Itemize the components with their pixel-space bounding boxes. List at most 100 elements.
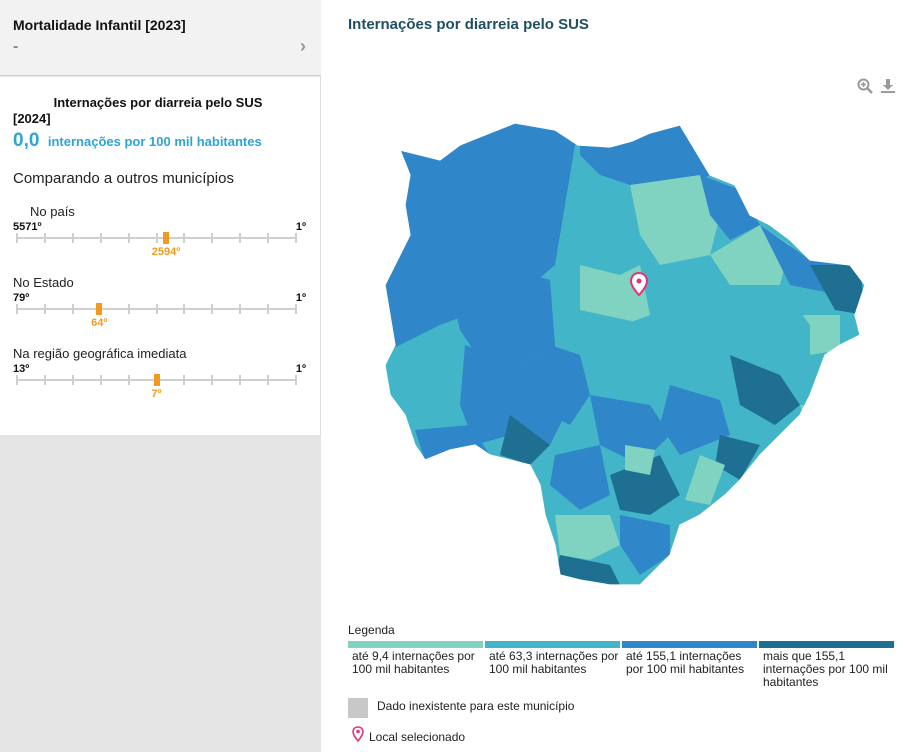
ranking-tick (71, 233, 74, 243)
ranking-tick (43, 304, 46, 314)
selected-location-label: Local selecionado (369, 730, 466, 744)
map-municipality (810, 265, 865, 315)
ranking-label: No país (30, 204, 75, 219)
ranking-tick (99, 233, 102, 243)
indicator-value-unit: internações por 100 mil habitantes (47, 134, 262, 149)
legend-bin: até 9,4 internações por 100 mil habitant… (348, 641, 483, 676)
zoom-in-icon[interactable] (857, 78, 873, 97)
ranking-tick (239, 304, 242, 314)
legend-bin-label: mais que 155,1 internações por 100 mil h… (763, 649, 888, 689)
indicator-value-number: 0,0 (13, 130, 40, 151)
ranking-max: 5571º (13, 221, 42, 233)
legend-bin-label: até 155,1 internações por 100 mil habita… (626, 649, 745, 676)
ranking-tick (43, 233, 46, 243)
ranking-tick (183, 304, 186, 314)
map-municipality (550, 345, 590, 425)
legend-bin-color (348, 641, 483, 648)
map-municipality (660, 385, 730, 455)
ranking-tick (211, 304, 214, 314)
map-municipality (500, 415, 550, 465)
ranking-tick (43, 375, 46, 385)
ranking-marker (96, 303, 103, 315)
map-municipality (590, 395, 670, 465)
map-municipality (710, 285, 810, 395)
map-municipality (460, 345, 565, 445)
map-municipality (730, 355, 800, 425)
map-municipality (555, 515, 620, 560)
ranking-tick (71, 304, 74, 314)
ranking-tick (295, 233, 297, 243)
ranking-min: 1º (295, 292, 306, 304)
ranking-tick (267, 233, 270, 243)
ranking-tick (267, 304, 270, 314)
legend-bin-label: até 9,4 internações por 100 mil habitant… (352, 649, 475, 676)
chevron-right-icon[interactable]: › (300, 36, 306, 56)
map-municipality (580, 310, 660, 405)
ranking-tick (71, 375, 74, 385)
map-municipality (385, 123, 580, 355)
ranking-tick (183, 375, 186, 385)
map-municipality (650, 265, 730, 395)
download-icon[interactable] (880, 78, 896, 97)
ranking-tick (183, 233, 186, 243)
legend-bin: até 63,3 internações por 100 mil habitan… (485, 641, 620, 676)
map-municipality (625, 445, 655, 475)
ranking-label: No Estado (13, 275, 74, 290)
map-municipality (630, 175, 720, 265)
location-pin-icon (352, 726, 364, 747)
ranking-tick (16, 233, 18, 243)
ranking-tick (127, 375, 130, 385)
no-data-swatch (348, 698, 368, 718)
ranking-tick (127, 233, 130, 243)
sidebar: Mortalidade Infantil [2023] - › Internaç… (0, 0, 321, 752)
indicator-card-value: - (13, 38, 19, 55)
ranking-tick (127, 304, 130, 314)
indicator-value: 0,0 internações por 100 mil habitantes (13, 130, 262, 152)
selected-location-pin[interactable] (629, 271, 649, 297)
legend-bin: até 155,1 internações por 100 mil habita… (622, 641, 757, 676)
ranking-tick (295, 375, 297, 385)
legend-bin-label: até 63,3 internações por 100 mil habitan… (489, 649, 619, 676)
legend-bin-color (485, 641, 620, 648)
legend-bin-color (622, 641, 757, 648)
indicator-title: Internações por diarreia pelo SUS [2024] (13, 95, 303, 127)
ranking-tick (16, 375, 18, 385)
map-municipality (450, 270, 555, 365)
ranking-state: No Estado 79º 1º 64º (13, 275, 306, 335)
legend-title: Legenda (348, 623, 395, 637)
ranking-max: 79º (13, 292, 30, 304)
ranking-max: 13º (13, 363, 30, 375)
ranking-marker (162, 232, 169, 244)
ranking-track (16, 304, 297, 314)
legend-bins: até 9,4 internações por 100 mil habitant… (348, 641, 895, 691)
compare-heading: Comparando a outros municípios (13, 170, 234, 187)
map-municipality (800, 405, 850, 435)
ranking-label: Na região geográfica imediata (13, 346, 187, 361)
choropleth-map[interactable] (380, 115, 880, 600)
legend-bin-color (759, 641, 894, 648)
ranking-tick (211, 375, 214, 385)
ranking-position: 64º (91, 317, 108, 329)
ranking-position: 2594º (151, 246, 181, 258)
ranking-region: Na região geográfica imediata 13º 1º 7º (13, 346, 306, 406)
ranking-tick (239, 375, 242, 385)
ranking-track (16, 233, 297, 243)
ranking-country: No país 5571º 1º 2594º (13, 204, 306, 264)
ranking-tick (16, 304, 18, 314)
ranking-tick (99, 375, 102, 385)
map-municipality (620, 515, 670, 575)
map-title: Internações por diarreia pelo SUS (348, 16, 589, 33)
indicator-title-line1: Internações por diarreia pelo SUS (53, 95, 263, 110)
ranking-min: 1º (295, 363, 306, 375)
map-municipality (685, 455, 725, 505)
ranking-tick (295, 304, 297, 314)
ranking-tick (239, 233, 242, 243)
map-municipality (715, 435, 760, 480)
map-municipality (550, 445, 610, 510)
indicator-card-title: Mortalidade Infantil [2023] (13, 17, 186, 33)
indicator-title-year: [2024] (13, 111, 51, 126)
map-municipality (700, 175, 760, 240)
ranking-tick (267, 375, 270, 385)
indicator-card-mortalidade[interactable]: Mortalidade Infantil [2023] - › (0, 0, 321, 76)
ranking-tick (211, 233, 214, 243)
